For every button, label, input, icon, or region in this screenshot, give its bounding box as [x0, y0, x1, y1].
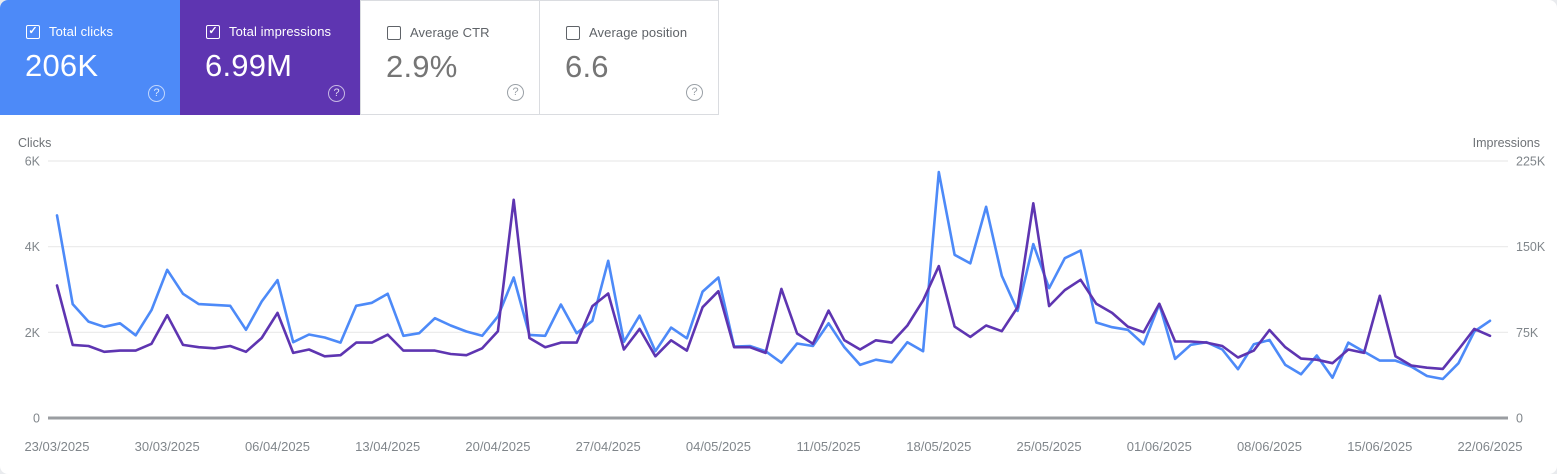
- checkbox-checked-icon[interactable]: [26, 24, 40, 39]
- left-axis-tick: 6K: [25, 155, 41, 169]
- impressions-line[interactable]: [55, 198, 1492, 371]
- help-icon[interactable]: ?: [686, 84, 703, 101]
- card-average-ctr-header: Average CTR: [387, 25, 529, 40]
- x-axis-date-label: 22/06/2025: [1457, 439, 1522, 454]
- clicks-line[interactable]: [55, 170, 1492, 381]
- right-axis-title: Impressions: [1473, 136, 1540, 150]
- card-label: Total impressions: [229, 24, 332, 39]
- x-axis-date-label: 30/03/2025: [135, 439, 200, 454]
- x-axis-date-label: 04/05/2025: [686, 439, 751, 454]
- left-axis-tick: 2K: [25, 326, 41, 340]
- performance-chart-svg[interactable]: Clicks Impressions 0 2K 4K 6K 0 75K 150K 225K 23/0…: [0, 130, 1557, 474]
- x-axis-date-label: 23/03/2025: [24, 439, 89, 454]
- x-axis-date-label: 01/06/2025: [1127, 439, 1192, 454]
- card-average-position-header: Average position: [566, 25, 708, 40]
- right-axis-tick: 0: [1516, 412, 1523, 426]
- help-icon[interactable]: ?: [507, 84, 524, 101]
- help-icon[interactable]: ?: [148, 85, 165, 102]
- x-axis-date-label: 08/06/2025: [1237, 439, 1302, 454]
- card-label: Average CTR: [410, 25, 490, 40]
- card-total-impressions[interactable]: Total impressions 6.99M ?: [180, 0, 360, 115]
- card-total-impressions-header: Total impressions: [206, 24, 350, 39]
- card-total-clicks-header: Total clicks: [26, 24, 170, 39]
- x-axis-date-label: 15/06/2025: [1347, 439, 1412, 454]
- average-position-value: 6.6: [565, 49, 609, 84]
- card-label: Average position: [589, 25, 688, 40]
- total-clicks-value: 206K: [25, 48, 99, 83]
- metric-cards-row: Total clicks 206K ? Total impressions 6.…: [0, 0, 719, 115]
- right-axis-tick: 150K: [1516, 240, 1546, 254]
- card-label: Total clicks: [49, 24, 114, 39]
- x-axis-date-label: 20/04/2025: [465, 439, 530, 454]
- left-axis-title: Clicks: [18, 136, 51, 150]
- x-axis-date-label: 11/05/2025: [797, 439, 861, 454]
- checkbox-unchecked-icon[interactable]: [387, 25, 401, 40]
- right-axis-tick: 225K: [1516, 155, 1546, 169]
- x-axis-date-label: 06/04/2025: [245, 439, 310, 454]
- left-axis-tick: 0: [33, 412, 40, 426]
- card-total-clicks[interactable]: Total clicks 206K ?: [0, 0, 180, 115]
- left-axis-tick: 4K: [25, 240, 41, 254]
- total-impressions-value: 6.99M: [205, 48, 293, 83]
- average-ctr-value: 2.9%: [386, 49, 458, 84]
- help-icon[interactable]: ?: [328, 85, 345, 102]
- checkbox-unchecked-icon[interactable]: [566, 25, 580, 40]
- card-average-ctr[interactable]: Average CTR 2.9% ?: [360, 0, 540, 115]
- right-axis-tick: 75K: [1516, 326, 1539, 340]
- checkbox-checked-icon[interactable]: [206, 24, 220, 39]
- card-average-position[interactable]: Average position 6.6 ?: [539, 0, 719, 115]
- x-axis-date-label: 27/04/2025: [576, 439, 641, 454]
- performance-chart[interactable]: Clicks Impressions 0 2K 4K 6K 0 75K 150K 225K 23/0…: [0, 130, 1557, 474]
- x-axis-date-label: 18/05/2025: [906, 439, 971, 454]
- x-axis-date-label: 13/04/2025: [355, 439, 420, 454]
- x-axis-date-label: 25/05/2025: [1017, 439, 1082, 454]
